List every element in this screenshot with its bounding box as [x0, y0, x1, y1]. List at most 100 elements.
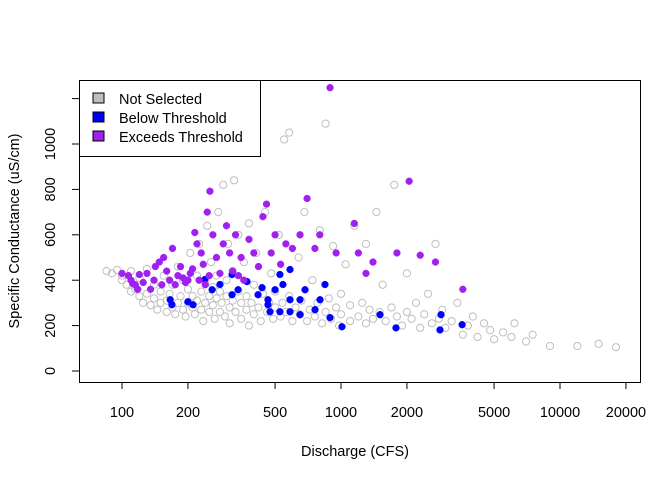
point-not-selected: [242, 305, 251, 314]
y-tick-label: 400: [43, 268, 59, 292]
point-not-selected: [507, 332, 516, 342]
legend-swatch-not-selected: [92, 92, 105, 104]
point-not-selected: [244, 219, 254, 228]
point-not-selected: [427, 319, 436, 328]
point-below-threshold: [264, 301, 272, 309]
point-not-selected: [358, 298, 367, 307]
point-exceeds-threshold: [282, 240, 290, 248]
point-not-selected: [217, 298, 226, 307]
point-not-selected: [183, 285, 193, 294]
point-exceeds-threshold: [303, 194, 311, 203]
point-exceeds-threshold: [262, 200, 271, 208]
point-not-selected: [291, 303, 300, 312]
point-below-threshold: [234, 286, 242, 294]
point-not-selected: [294, 253, 303, 262]
point-exceeds-threshold: [139, 278, 147, 287]
point-exceeds-threshold: [369, 258, 377, 266]
legend: Not Selected Below Threshold Exceeds Thr…: [79, 80, 261, 157]
point-not-selected: [149, 294, 159, 303]
point-exceeds-threshold: [201, 281, 209, 289]
point-not-selected: [203, 221, 212, 230]
point-not-selected: [402, 269, 412, 278]
point-not-selected: [117, 276, 127, 285]
point-not-selected: [431, 239, 440, 248]
point-not-selected: [308, 276, 317, 285]
point-not-selected: [453, 298, 462, 307]
points-layer: [102, 84, 621, 352]
point-below-threshold: [216, 280, 224, 289]
point-not-selected: [153, 305, 162, 314]
point-not-selected: [361, 319, 371, 328]
point-not-selected: [594, 339, 603, 348]
point-not-selected: [212, 294, 221, 303]
point-exceeds-threshold: [254, 262, 263, 271]
point-not-selected: [215, 307, 225, 317]
point-below-threshold: [338, 323, 346, 331]
legend-label-exceeds-threshold: Exceeds Threshold: [119, 130, 243, 146]
point-not-selected: [354, 312, 363, 321]
y-tick-label: 0: [43, 367, 59, 375]
point-not-selected: [237, 314, 246, 323]
point-not-selected: [416, 323, 425, 332]
point-exceeds-threshold: [222, 222, 231, 230]
point-below-threshold: [266, 308, 274, 316]
point-not-selected: [489, 335, 499, 344]
point-not-selected: [365, 305, 374, 314]
legend-swatch-below-threshold: [92, 111, 105, 123]
point-exceeds-threshold: [191, 228, 199, 237]
point-not-selected: [269, 314, 278, 323]
point-not-selected: [270, 303, 280, 312]
point-below-threshold: [276, 308, 284, 316]
point-not-selected: [573, 341, 582, 351]
point-below-threshold: [437, 311, 445, 319]
point-not-selected: [146, 301, 155, 310]
point-not-selected: [407, 314, 416, 323]
point-exceeds-threshold: [326, 84, 334, 92]
point-not-selected: [285, 128, 294, 137]
legend-label-not-selected: Not Selected: [119, 92, 202, 108]
point-not-selected: [321, 119, 330, 128]
point-exceeds-threshold: [225, 249, 234, 257]
point-not-selected: [197, 305, 206, 314]
point-below-threshold: [286, 308, 294, 316]
point-below-threshold: [376, 311, 384, 319]
legend-label-below-threshold: Below Threshold: [119, 111, 227, 127]
point-exceeds-threshold: [135, 270, 143, 279]
point-not-selected: [181, 312, 190, 321]
point-not-selected: [214, 208, 223, 217]
point-exceeds-threshold: [234, 272, 243, 280]
point-exceeds-threshold: [199, 260, 207, 268]
point-not-selected: [139, 298, 148, 307]
point-below-threshold: [208, 286, 216, 294]
point-not-selected: [186, 248, 195, 258]
point-below-threshold: [254, 291, 262, 299]
point-not-selected: [328, 242, 338, 251]
point-below-threshold: [296, 296, 304, 304]
point-below-threshold: [392, 324, 400, 332]
point-not-selected: [219, 180, 228, 189]
point-below-threshold: [458, 321, 466, 329]
point-not-selected: [528, 330, 537, 339]
point-exceeds-threshold: [228, 267, 237, 275]
point-not-selected: [611, 343, 621, 352]
point-not-selected: [254, 303, 263, 312]
x-tick-label: 1000: [325, 405, 357, 421]
point-below-threshold: [286, 265, 294, 274]
point-exceeds-threshold: [205, 272, 213, 280]
point-not-selected: [231, 307, 240, 317]
point-not-selected: [242, 291, 251, 301]
point-below-threshold: [228, 291, 236, 299]
point-exceeds-threshold: [176, 262, 185, 271]
point-not-selected: [192, 296, 202, 305]
point-below-threshold: [301, 286, 309, 294]
point-not-selected: [267, 269, 276, 278]
point-not-selected: [447, 316, 456, 326]
point-not-selected: [321, 307, 330, 317]
point-exceeds-threshold: [150, 276, 158, 284]
y-tick-label: 1000: [43, 128, 59, 160]
point-exceeds-threshold: [203, 208, 211, 216]
point-not-selected: [249, 280, 258, 289]
point-not-selected: [256, 316, 265, 326]
point-exceeds-threshold: [158, 281, 166, 289]
